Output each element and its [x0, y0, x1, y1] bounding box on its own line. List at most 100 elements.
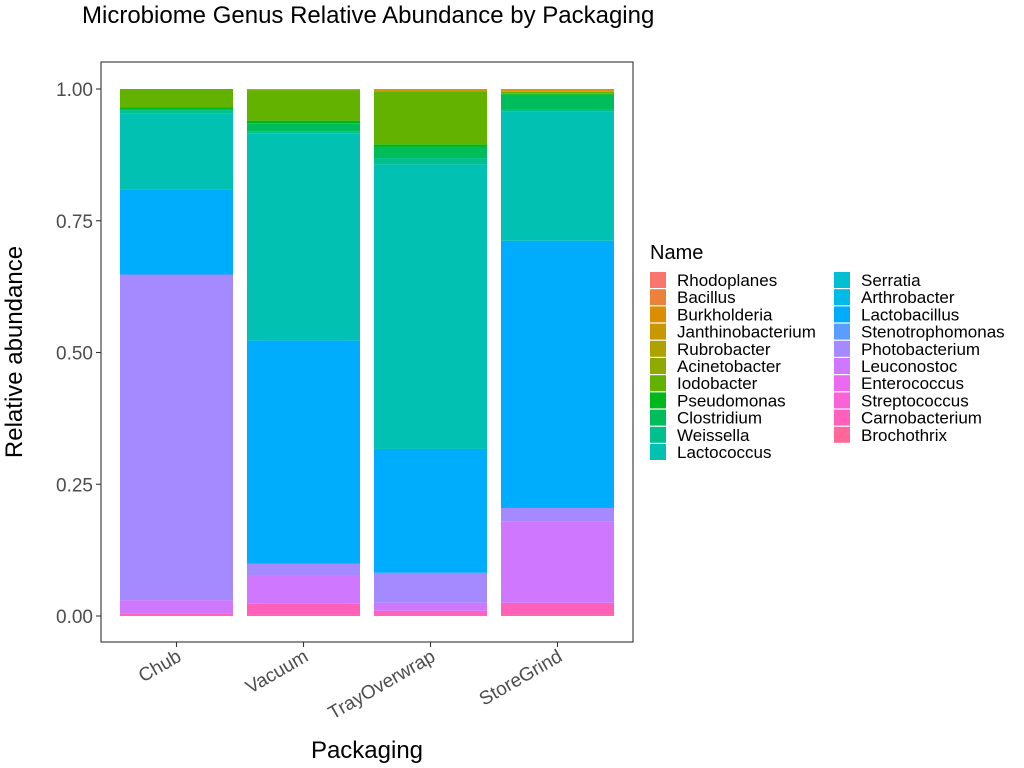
- y-tick-label: 0.00: [56, 607, 93, 628]
- legend-swatch-burkholderia: [650, 306, 666, 323]
- bar-segment-trayoverwrap-janthinobacterium: [374, 90, 487, 92]
- bar-segment-storegrind-carnobacterium: [501, 602, 614, 615]
- legend-swatch-carnobacterium: [834, 409, 850, 426]
- bar-segment-trayoverwrap-weissella: [374, 158, 487, 165]
- y-tick-label: 1.00: [56, 80, 93, 101]
- legend-swatch-weissella: [650, 426, 666, 443]
- x-tick-label-storegrind: StoreGrind: [476, 646, 566, 710]
- legend-title: Name: [650, 242, 703, 264]
- bar-segment-storegrind-burkholderia: [501, 90, 614, 92]
- legend-label-lactococcus: Lactococcus: [677, 443, 772, 462]
- bar-segment-storegrind-brochothrix: [501, 614, 614, 616]
- legend-swatch-stenotrophomonas: [834, 323, 850, 340]
- bar-segment-vacuum-burkholderia: [247, 89, 360, 91]
- bar-segment-vacuum-lactobacillus: [247, 340, 360, 564]
- bar-segment-chub-clostridium: [120, 109, 233, 111]
- legend-swatch-acinetobacter: [650, 358, 666, 374]
- x-axis-title: Packaging: [311, 737, 423, 764]
- legend-swatch-lactobacillus: [834, 306, 850, 323]
- legend: Name RhodoplanesBacillusBurkholderiaJant…: [650, 242, 1005, 462]
- legend-label-leuconostoc: Leuconostoc: [861, 357, 958, 376]
- chart-title: Microbiome Genus Relative Abundance by P…: [82, 2, 654, 29]
- legend-swatch-janthinobacterium: [650, 323, 666, 340]
- bar-segment-chub-lactobacillus: [120, 189, 233, 275]
- legend-swatch-leuconostoc: [834, 358, 850, 374]
- bar-segment-vacuum-weissella: [247, 131, 360, 134]
- legend-label-weissella: Weissella: [677, 426, 750, 445]
- bar-segment-trayoverwrap-photobacterium: [374, 572, 487, 603]
- plot-area: [100, 61, 634, 643]
- bar-segment-storegrind-bacillus: [501, 89, 614, 91]
- legend-swatch-brochothrix: [834, 426, 850, 443]
- bar-segment-chub-brochothrix: [120, 615, 233, 616]
- legend-label-serratia: Serratia: [861, 271, 921, 290]
- legend-label-streptococcus: Streptococcus: [861, 391, 969, 410]
- bars: [120, 89, 614, 616]
- legend-swatch-clostridium: [650, 409, 666, 426]
- legend-label-rubrobacter: Rubrobacter: [677, 340, 771, 359]
- x-axis: Chub Vacuum TrayOverwrap StoreGrind: [135, 642, 566, 724]
- y-tick-label: 0.50: [56, 344, 93, 365]
- bar-segment-storegrind-clostridium: [501, 94, 614, 110]
- bar-segment-vacuum-photobacterium: [247, 563, 360, 576]
- legend-label-acinetobacter: Acinetobacter: [677, 357, 781, 376]
- bar-segment-trayoverwrap-pseudomonas: [374, 144, 487, 147]
- legend-label-burkholderia: Burkholderia: [677, 305, 773, 324]
- legend-label-brochothrix: Brochothrix: [861, 426, 947, 445]
- legend-swatch-rhodoplanes: [650, 272, 666, 288]
- bar-segment-storegrind-iodobacter: [501, 91, 614, 94]
- legend-swatch-rubrobacter: [650, 340, 666, 357]
- bar-segment-storegrind-janthinobacterium: [501, 91, 614, 92]
- legend-label-bacillus: Bacillus: [677, 288, 736, 307]
- legend-swatch-serratia: [834, 272, 850, 288]
- legend-label-rhodoplanes: Rhodoplanes: [677, 271, 777, 290]
- y-axis: 0.00 0.25 0.50 0.75 1.00: [56, 80, 101, 628]
- bar-segment-vacuum-carnobacterium: [247, 603, 360, 615]
- bar-segment-trayoverwrap-bacillus: [374, 89, 487, 90]
- bar-segment-trayoverwrap-carnobacterium: [374, 610, 487, 616]
- legend-swatch-iodobacter: [650, 375, 666, 392]
- bar-segment-trayoverwrap-clostridium: [374, 146, 487, 159]
- legend-label-arthrobacter: Arthrobacter: [861, 288, 955, 307]
- bar-segment-trayoverwrap-leuconostoc: [374, 602, 487, 611]
- bar-segment-vacuum-brochothrix: [247, 614, 360, 616]
- y-tick-label: 0.75: [56, 212, 93, 233]
- y-axis-title: Relative abundance: [1, 246, 28, 458]
- bar-segment-vacuum-clostridium: [247, 123, 360, 132]
- legend-swatch-arthrobacter: [834, 289, 850, 306]
- x-tick-label-trayoverwrap: TrayOverwrap: [325, 646, 439, 724]
- bar-segment-storegrind-weissella: [501, 109, 614, 112]
- bar-segment-vacuum-bacillus: [247, 89, 360, 90]
- legend-swatch-photobacterium: [834, 340, 850, 357]
- legend-label-enterococcus: Enterococcus: [861, 374, 964, 393]
- legend-label-lactobacillus: Lactobacillus: [861, 305, 959, 324]
- bar-segment-vacuum-leuconostoc: [247, 575, 360, 604]
- bar-segment-storegrind-lactococcus: [501, 111, 614, 241]
- legend-items: RhodoplanesBacillusBurkholderiaJanthinob…: [650, 271, 1005, 462]
- bar-segment-storegrind-photobacterium: [501, 507, 614, 522]
- bar-segment-chub-leuconostoc: [120, 600, 233, 614]
- legend-swatch-streptococcus: [834, 392, 850, 409]
- bar-segment-trayoverwrap-iodobacter: [374, 91, 487, 145]
- bar-segment-storegrind-pseudomonas: [501, 93, 614, 95]
- bar-segment-vacuum-lactococcus: [247, 133, 360, 341]
- legend-swatch-enterococcus: [834, 375, 850, 392]
- legend-label-clostridium: Clostridium: [677, 409, 762, 428]
- bar-segment-vacuum-iodobacter: [247, 90, 360, 121]
- y-tick-label: 0.25: [56, 475, 93, 496]
- bar-segment-trayoverwrap-lactococcus: [374, 164, 487, 449]
- legend-label-janthinobacterium: Janthinobacterium: [677, 323, 816, 342]
- bar-segment-chub-weissella: [120, 110, 233, 114]
- x-tick-label-chub: Chub: [135, 646, 185, 687]
- bar-segment-trayoverwrap-lactobacillus: [374, 448, 487, 573]
- bar-segment-chub-photobacterium: [120, 274, 233, 601]
- bar-segment-chub-carnobacterium: [120, 613, 233, 616]
- legend-swatch-lactococcus: [650, 444, 666, 460]
- legend-label-photobacterium: Photobacterium: [861, 340, 980, 359]
- bar-segment-chub-iodobacter: [120, 89, 233, 108]
- x-tick-label-vacuum: Vacuum: [242, 646, 312, 698]
- bar-segment-vacuum-pseudomonas: [247, 120, 360, 124]
- legend-label-stenotrophomonas: Stenotrophomonas: [861, 323, 1005, 342]
- bar-segment-storegrind-leuconostoc: [501, 521, 614, 603]
